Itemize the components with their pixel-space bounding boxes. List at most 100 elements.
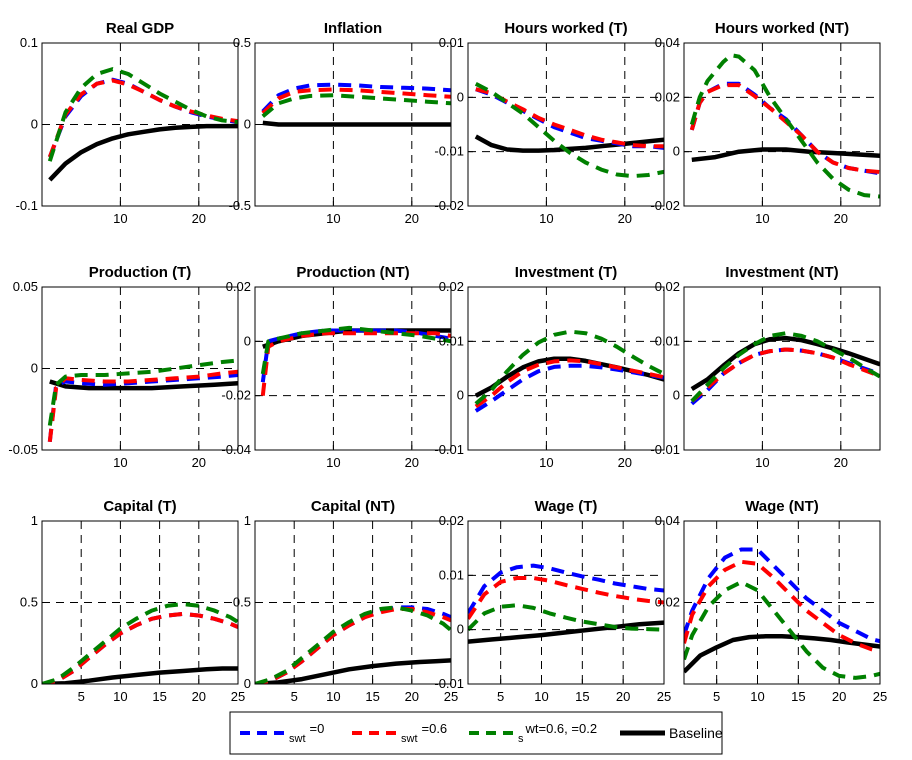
series-line-s0 xyxy=(684,547,880,644)
legend: swt =0 swt =0.6 swt=0.6, =0.2 Baseline xyxy=(229,711,723,755)
panel-5: Production (NT) -0.04 -0.02 0 0.02 10 20 xyxy=(221,264,452,470)
panel-title: Wage (NT) xyxy=(745,498,819,515)
y-tick-label: 0.01 xyxy=(655,333,680,348)
series-line-s3 xyxy=(468,620,664,644)
y-tick-label: 0.01 xyxy=(439,35,464,50)
panel-3: Hours worked (NT) -0.02 0 0.02 0.04 10 20 xyxy=(650,20,881,226)
series-line-s0 xyxy=(475,87,664,150)
y-tick-label: 0.01 xyxy=(439,567,464,582)
panel-6: Investment (T) -0.01 0 0.01 0.02 10 20 xyxy=(434,264,665,470)
series-line-s2 xyxy=(474,82,664,179)
panel-title: Investment (NT) xyxy=(725,264,838,281)
series-line-s2 xyxy=(690,331,880,403)
series-line-s3 xyxy=(691,147,880,163)
y-tick-label: 0 xyxy=(244,117,251,132)
y-tick-label: 0.05 xyxy=(13,279,38,294)
series-line-s2 xyxy=(474,329,664,406)
y-tick-label: 0.5 xyxy=(20,595,38,610)
series-line-s2 xyxy=(689,53,880,199)
series-line-s3 xyxy=(684,634,880,674)
panel-2: Hours worked (T) -0.02 -0.01 0 0.01 10 20 xyxy=(434,20,665,226)
series-line-s1 xyxy=(689,83,880,174)
y-tick-label: -0.01 xyxy=(434,676,464,691)
y-tick-label: -0.01 xyxy=(650,442,680,457)
panel-9: Capital (NT)00.515 10 15 20 25 xyxy=(233,498,458,704)
panel-title: Real GDP xyxy=(106,20,174,37)
x-tick-label: 5 xyxy=(78,689,85,704)
y-tick-label: 0.04 xyxy=(655,513,680,528)
x-tick-label: 10 xyxy=(326,211,340,226)
series-line-s3 xyxy=(48,123,238,182)
x-tick-label: 5 xyxy=(291,689,298,704)
x-tick-label: 10 xyxy=(750,689,764,704)
y-tick-label: 0 xyxy=(31,361,38,376)
y-tick-label: 1 xyxy=(31,513,38,528)
panel-title: Production (NT) xyxy=(296,264,409,281)
y-tick-label: 0.5 xyxy=(233,35,251,50)
panel-title: Production (T) xyxy=(89,264,191,281)
y-tick-label: 0 xyxy=(244,333,251,348)
y-tick-label: 0.02 xyxy=(439,279,464,294)
legend-label-subscript: swt xyxy=(289,733,306,745)
y-tick-label: 0.02 xyxy=(655,89,680,104)
y-tick-label: 0.1 xyxy=(20,35,38,50)
series-line-s3 xyxy=(474,134,664,153)
series-line-s2 xyxy=(255,605,451,684)
series-line-s1 xyxy=(474,358,664,409)
x-tick-label: 10 xyxy=(326,455,340,470)
x-tick-label: 20 xyxy=(616,689,630,704)
panel-title: Hours worked (NT) xyxy=(715,20,849,37)
y-tick-label: -0.01 xyxy=(434,442,464,457)
series-line-s2 xyxy=(261,93,451,118)
y-tick-label: 0 xyxy=(457,89,464,104)
plot-frame xyxy=(467,520,665,685)
series-line-s2 xyxy=(47,358,238,426)
series-line-s0 xyxy=(468,563,664,615)
y-tick-label: -0.02 xyxy=(221,388,251,403)
y-tick-label: 0 xyxy=(457,622,464,637)
series-line-s2 xyxy=(260,325,451,375)
y-tick-label: 0 xyxy=(673,144,680,159)
series-line-s3 xyxy=(255,658,451,684)
plot-frame xyxy=(467,286,665,451)
x-tick-label: 20 xyxy=(834,211,848,226)
plot-frame xyxy=(683,42,881,207)
panel-title: Capital (NT) xyxy=(311,498,395,515)
series-line-s3 xyxy=(42,666,238,684)
y-tick-label: 0.02 xyxy=(226,279,251,294)
legend-label: =0.6 xyxy=(422,721,448,736)
series-line-s2 xyxy=(684,580,880,680)
x-tick-label: 10 xyxy=(113,211,127,226)
series-line-s0 xyxy=(260,328,451,383)
x-tick-label: 10 xyxy=(534,689,548,704)
x-tick-label: 10 xyxy=(113,689,127,704)
series-line-s3 xyxy=(262,120,451,127)
x-tick-label: 20 xyxy=(405,211,419,226)
panel-0: Real GDP -0.1 0 0.1 10 20 xyxy=(16,20,239,226)
x-tick-label: 15 xyxy=(791,689,805,704)
y-tick-label: 0.02 xyxy=(655,279,680,294)
series-line-s1 xyxy=(261,87,451,115)
series-line-s1 xyxy=(260,331,451,396)
panel-1: Inflation -0.5 0 0.5 10 20 xyxy=(229,20,452,226)
x-tick-label: 10 xyxy=(326,689,340,704)
series-line-s2 xyxy=(42,602,238,684)
series-line-s0 xyxy=(261,82,451,113)
y-tick-label: 0.02 xyxy=(655,595,680,610)
x-tick-label: 20 xyxy=(834,455,848,470)
panel-title: Hours worked (T) xyxy=(504,20,627,37)
series-line-s1 xyxy=(42,611,238,684)
panel-7: Investment (NT) -0.01 0 0.01 0.02 10 20 xyxy=(650,264,881,470)
x-tick-label: 10 xyxy=(755,211,769,226)
x-tick-label: 10 xyxy=(113,455,127,470)
y-tick-label: 0 xyxy=(457,388,464,403)
x-tick-label: 25 xyxy=(231,689,245,704)
legend-label: =0 xyxy=(310,721,325,736)
series-line-s0 xyxy=(255,605,451,684)
series-line-s1 xyxy=(690,347,880,403)
x-tick-label: 5 xyxy=(713,689,720,704)
x-tick-label: 20 xyxy=(405,455,419,470)
x-tick-label: 15 xyxy=(575,689,589,704)
x-tick-label: 25 xyxy=(873,689,887,704)
